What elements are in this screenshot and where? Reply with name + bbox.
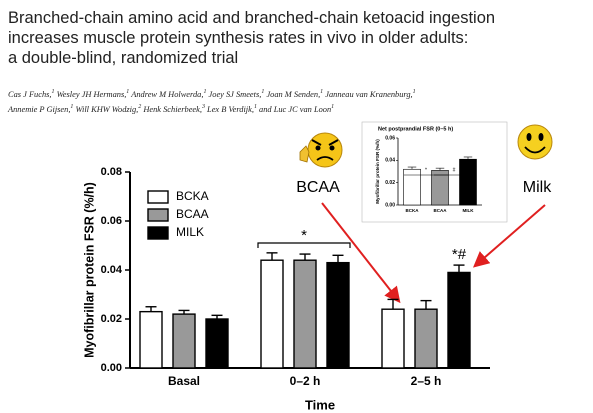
- y-axis-label: Myofibrillar protein FSR (%/h): [82, 182, 96, 358]
- bar: [381, 308, 405, 369]
- annotation: #: [453, 167, 456, 173]
- author-name: Janneau van Kranenburg,: [325, 89, 413, 99]
- annotation: *: [301, 227, 307, 244]
- y-tick-label: 0.00: [385, 202, 395, 208]
- callout-label: BCAA: [296, 179, 340, 196]
- arrow: [321, 202, 401, 304]
- author-name: Andrew M Holwerda,: [131, 89, 204, 99]
- bar: [459, 158, 477, 206]
- legend-swatch: [147, 208, 169, 222]
- x-tick-label: BCKA: [406, 208, 420, 213]
- affiliation: 2: [138, 103, 142, 110]
- bar: [414, 308, 438, 369]
- author-name: Annemie P Gijsen,: [8, 104, 71, 114]
- author-name: Wesley JH Hermans,: [56, 89, 127, 99]
- legend-label: MILK: [176, 225, 204, 239]
- author-name: Joey SJ Smeets,: [208, 89, 262, 99]
- y-tick-label: 0.00: [101, 362, 122, 374]
- x-axis-label: Time: [305, 397, 335, 412]
- x-tick-label: 0–2 h: [290, 374, 321, 388]
- affiliation: 3: [201, 103, 205, 110]
- y-tick-label: 0.06: [385, 135, 395, 141]
- affiliation: 1: [126, 89, 130, 95]
- annotation: *: [425, 167, 427, 173]
- bar: [260, 259, 284, 369]
- affiliation: 1: [70, 103, 74, 110]
- author-name: Joan M Senden,: [266, 89, 321, 99]
- y-tick-label: 0.04: [385, 158, 395, 164]
- bar: [293, 259, 317, 369]
- legend-label: BCAA: [176, 207, 209, 221]
- bar: [139, 310, 163, 369]
- affiliation: 1: [203, 89, 207, 95]
- author-name: Will KHW Wodzig,: [75, 104, 139, 114]
- author-name: Cas J Fuchs,: [8, 89, 52, 99]
- bar: [431, 170, 449, 206]
- callout-label: Milk: [523, 179, 552, 196]
- x-tick-label: Basal: [168, 374, 200, 388]
- affiliation: 1: [320, 89, 324, 95]
- x-tick-label: 2–5 h: [411, 374, 442, 388]
- affiliation: 1: [331, 103, 335, 110]
- inset-title: Net postprandial FSR (0–5 h): [378, 126, 453, 132]
- paper-title: Branched-chain amino acid and branched-c…: [8, 8, 495, 68]
- legend-swatch: [147, 226, 169, 240]
- author-name: Lex B Verdijk,: [207, 104, 254, 114]
- title-line: a double-blind, randomized trial: [8, 49, 239, 67]
- bar: [447, 271, 471, 369]
- affiliation: 1: [253, 103, 257, 110]
- legend-label: BCKA: [176, 189, 209, 203]
- y-tick-label: 0.02: [101, 313, 122, 325]
- affiliation: 1: [412, 89, 416, 95]
- x-tick-label: MILK: [463, 208, 475, 213]
- affiliation: 1: [261, 89, 265, 95]
- bar: [326, 261, 350, 369]
- significance-bracket: [257, 242, 351, 248]
- affiliation: 1: [51, 89, 55, 95]
- x-tick-label: BCAA: [434, 208, 448, 213]
- author-line: Cas J Fuchs,1 Wesley JH Hermans,1 Andrew…: [8, 86, 416, 101]
- annotation: *#: [452, 246, 467, 263]
- bar: [172, 313, 196, 369]
- author-line: Annemie P Gijsen,1 Will KHW Wodzig,2 Hen…: [8, 101, 416, 116]
- title-line: Branched-chain amino acid and branched-c…: [8, 9, 496, 27]
- y-tick-label: 0.08: [101, 166, 122, 178]
- author-name: Henk Schierbeek,: [143, 104, 202, 114]
- author-list: Cas J Fuchs,1 Wesley JH Hermans,1 Andrew…: [8, 86, 416, 116]
- author-name: and Luc JC van Loon: [259, 104, 332, 114]
- arrow: [472, 204, 546, 268]
- angry-emoji: [299, 132, 343, 168]
- bar: [205, 318, 229, 369]
- title-line: increases muscle protein synthesis rates…: [8, 29, 469, 47]
- y-axis-label: Myofibrillar protein FSR (%/h): [375, 139, 380, 204]
- bar: [403, 168, 421, 206]
- happy-emoji: [517, 124, 553, 160]
- y-tick-label: 0.06: [101, 215, 122, 227]
- legend-swatch: [147, 190, 169, 204]
- y-tick-label: 0.04: [101, 264, 123, 276]
- y-tick-label: 0.02: [385, 180, 395, 186]
